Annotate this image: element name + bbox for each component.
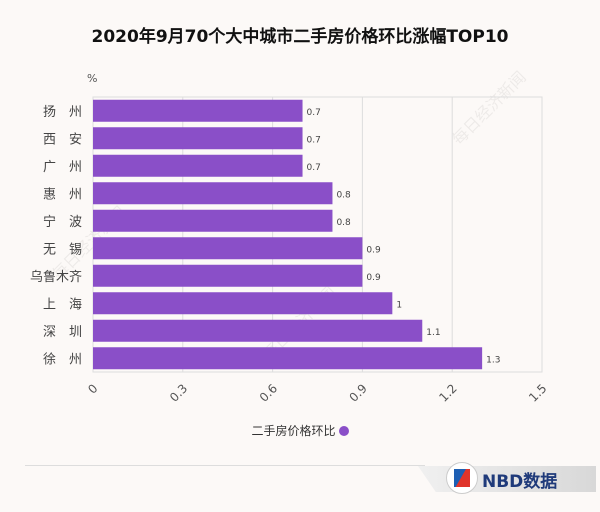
- data-label: 0.7: [307, 108, 321, 118]
- unit-label: %: [87, 72, 97, 85]
- y-tick-label: 无 锡: [43, 242, 82, 257]
- y-tick-label: 上 海: [43, 297, 82, 312]
- bar: [93, 237, 363, 260]
- x-tick-label: 0.6: [257, 381, 280, 404]
- data-label: 1.3: [486, 355, 500, 365]
- y-tick-label: 扬 州: [43, 105, 82, 120]
- bar: [93, 292, 393, 315]
- x-tick-label: 0.3: [167, 381, 190, 404]
- bar: [93, 99, 303, 122]
- x-tick-label: 0: [85, 381, 100, 396]
- legend-label: 二手房价格环比: [251, 424, 336, 438]
- y-tick-label: 惠 州: [43, 187, 82, 202]
- y-tick-label: 广 州: [43, 160, 82, 175]
- data-label: 0.7: [307, 135, 321, 145]
- data-label: 1.1: [426, 328, 440, 338]
- legend-marker: [338, 426, 349, 436]
- y-tick-label: 西 安: [43, 132, 82, 147]
- data-label: 0.9: [366, 273, 381, 283]
- x-tick-label: 1.5: [526, 381, 549, 404]
- bar: [93, 347, 483, 370]
- bar: [93, 319, 423, 342]
- y-tick-label: 宁 波: [43, 214, 82, 230]
- y-tick-label: 徐 州: [43, 352, 82, 367]
- nbd-logo-icon: [446, 462, 478, 494]
- data-label: 0.9: [366, 245, 381, 255]
- data-label: 0.7: [307, 163, 321, 173]
- data-label: 0.8: [336, 218, 351, 228]
- bar: [93, 127, 303, 150]
- x-tick-label: 0.9: [347, 381, 370, 404]
- bar: [93, 264, 363, 287]
- bar-chart: 0 0.3 0.6 0.9 1.2 1.5% 扬 州 0.7 西 安 0.7 广 州 0.7 惠 州 0.…: [30, 72, 550, 405]
- data-label: 0.8: [336, 190, 351, 200]
- bar: [93, 154, 303, 177]
- divider: [25, 465, 425, 466]
- chart-title: 2020年9月70个大中城市二手房价格环比涨幅TOP10: [91, 27, 509, 47]
- x-tick-label: 1.2: [436, 381, 459, 404]
- bar: [93, 209, 333, 232]
- bar: [93, 182, 333, 205]
- legend[interactable]: 二手房价格环比: [0, 422, 600, 439]
- data-label: 1: [396, 300, 402, 310]
- y-tick-label: 乌鲁木齐: [30, 269, 82, 285]
- y-tick-label: 深 圳: [43, 325, 82, 340]
- logo-text: NBD数据: [482, 472, 558, 492]
